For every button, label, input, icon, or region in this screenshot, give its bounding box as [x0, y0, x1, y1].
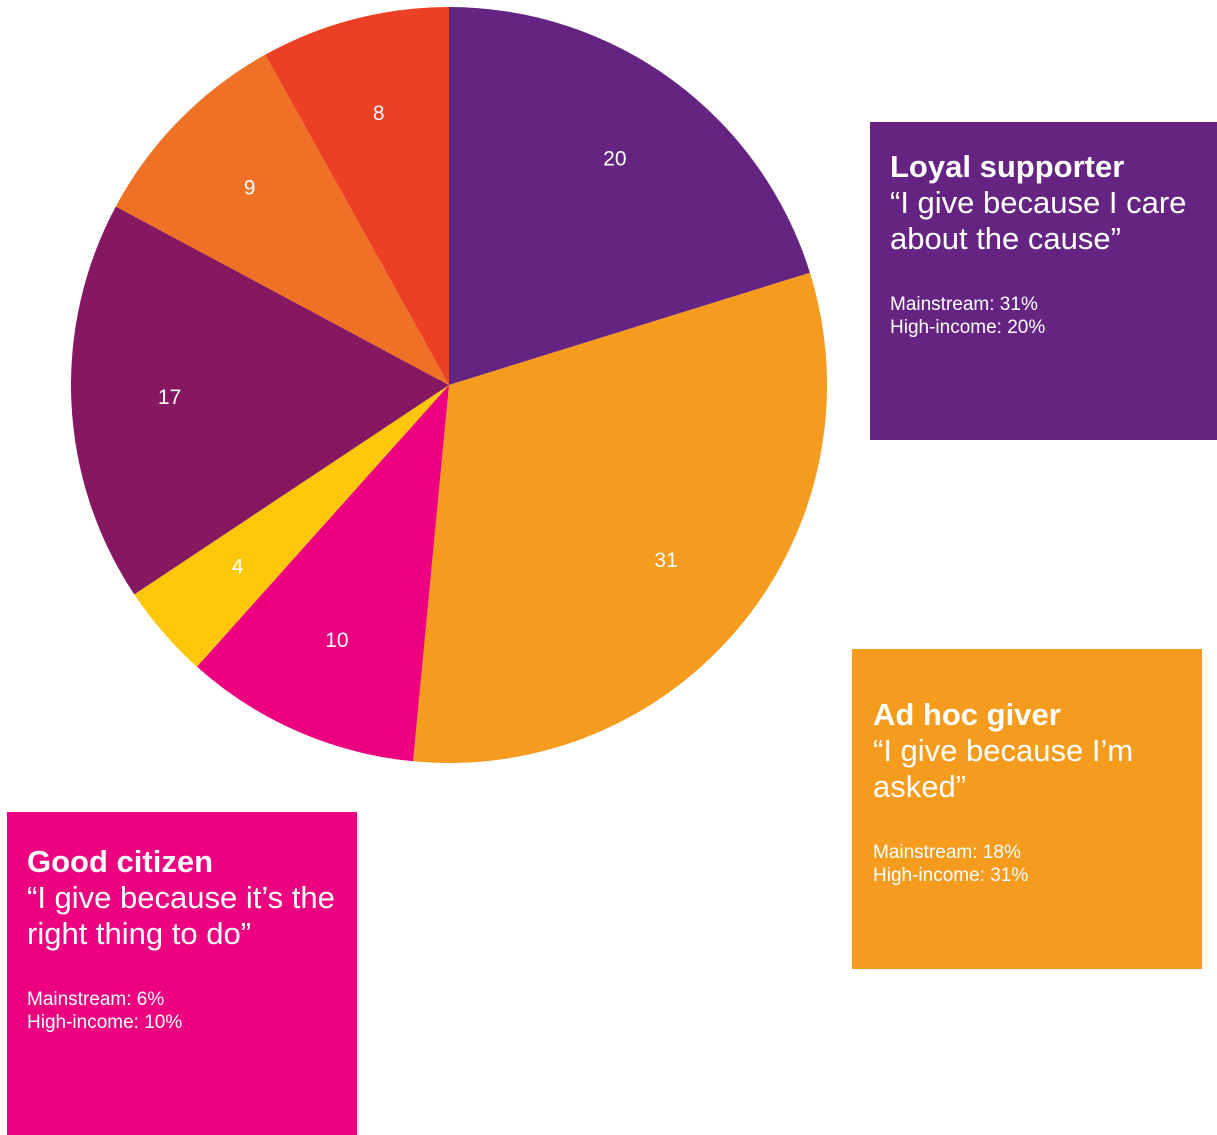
callout-quote: “I give because I’m asked” [873, 733, 1134, 804]
mainstream-stat: Mainstream: 18% [873, 842, 1021, 863]
callout-title: Loyal supporter [890, 149, 1125, 184]
callout-stats: Mainstream: 6% High-income: 10% [27, 988, 337, 1034]
pie-slice-20 [449, 7, 810, 385]
pie-slice-9 [115, 54, 449, 385]
slice-data-label: 10 [325, 629, 348, 652]
callout-title: Good citizen [27, 844, 213, 879]
slice-data-label: 8 [373, 102, 385, 125]
slice-data-label: 4 [232, 556, 244, 579]
callout-title: Ad hoc giver [873, 697, 1061, 732]
slice-data-label: 17 [158, 386, 181, 409]
high-income-stat: High-income: 10% [27, 1012, 183, 1033]
callout-good-citizen: Good citizen “I give because it’s the ri… [7, 812, 357, 1135]
pie-slice-10 [196, 385, 449, 762]
pie-slice-17 [71, 206, 449, 595]
mainstream-stat: Mainstream: 31% [890, 294, 1038, 315]
callout-ad-hoc-giver: Ad hoc giver “I give because I’m asked” … [852, 649, 1202, 969]
callout-quote: “I give because I care about the cause” [890, 185, 1187, 256]
slice-data-label: 9 [244, 176, 256, 199]
callout-quote: “I give because it’s the right thing to … [27, 880, 335, 951]
callout-loyal-supporter: Loyal supporter “I give because I care a… [870, 122, 1217, 440]
pie-slice-4 [134, 385, 450, 667]
high-income-stat: High-income: 31% [873, 865, 1029, 886]
pie-slice-31 [413, 272, 827, 763]
slice-data-label: 20 [603, 147, 626, 170]
mainstream-stat: Mainstream: 6% [27, 989, 165, 1010]
callout-stats: Mainstream: 31% High-income: 20% [890, 293, 1197, 339]
pie-slice-8 [265, 7, 449, 385]
slice-data-label: 31 [654, 549, 677, 572]
callout-stats: Mainstream: 18% High-income: 31% [873, 841, 1182, 887]
high-income-stat: High-income: 20% [890, 317, 1046, 338]
